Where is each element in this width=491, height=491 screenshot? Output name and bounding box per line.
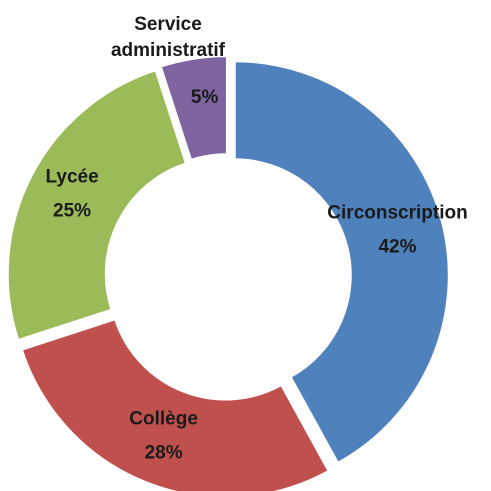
category-label: Collège: [129, 409, 198, 430]
value-label: 42%: [378, 236, 416, 257]
donut-segment: [6, 69, 188, 342]
donut-segment: [233, 60, 450, 465]
value-label: 5%: [191, 87, 219, 108]
category-label: Lycée: [45, 167, 98, 188]
value-label: 25%: [53, 201, 91, 222]
value-label: 28%: [145, 443, 183, 464]
donut-segment: [159, 55, 228, 162]
category-label: Circonscription: [327, 202, 467, 223]
category-label: Service administratif: [111, 14, 226, 61]
donut-segment: [20, 318, 330, 491]
